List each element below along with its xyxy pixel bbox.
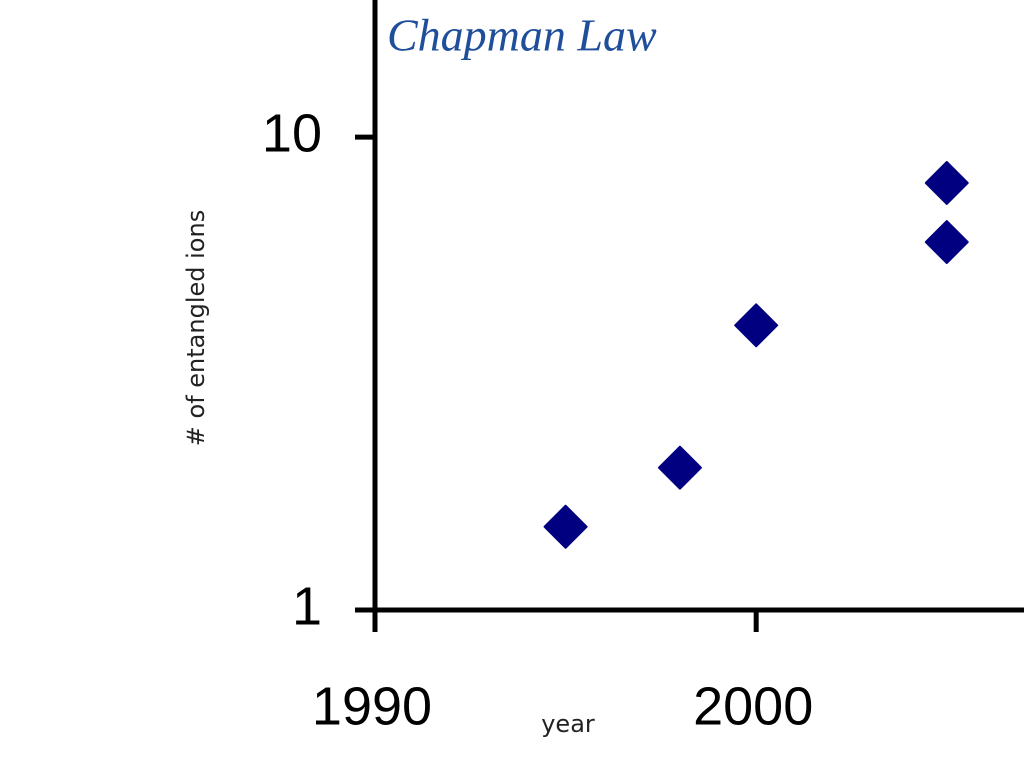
y-axis-label: # of entangled ions	[182, 210, 210, 446]
point	[657, 445, 702, 490]
point	[734, 303, 779, 348]
y-tick-label: 1	[292, 576, 322, 636]
point	[543, 504, 588, 549]
x-tick-label: 2000	[693, 676, 813, 736]
x-axis-label: year	[541, 710, 595, 738]
point	[924, 160, 969, 205]
y-tick-label: 10	[262, 103, 322, 163]
point	[924, 220, 969, 265]
chart-title: Chapman Law	[387, 10, 657, 61]
x-tick-label: 1990	[312, 676, 432, 736]
